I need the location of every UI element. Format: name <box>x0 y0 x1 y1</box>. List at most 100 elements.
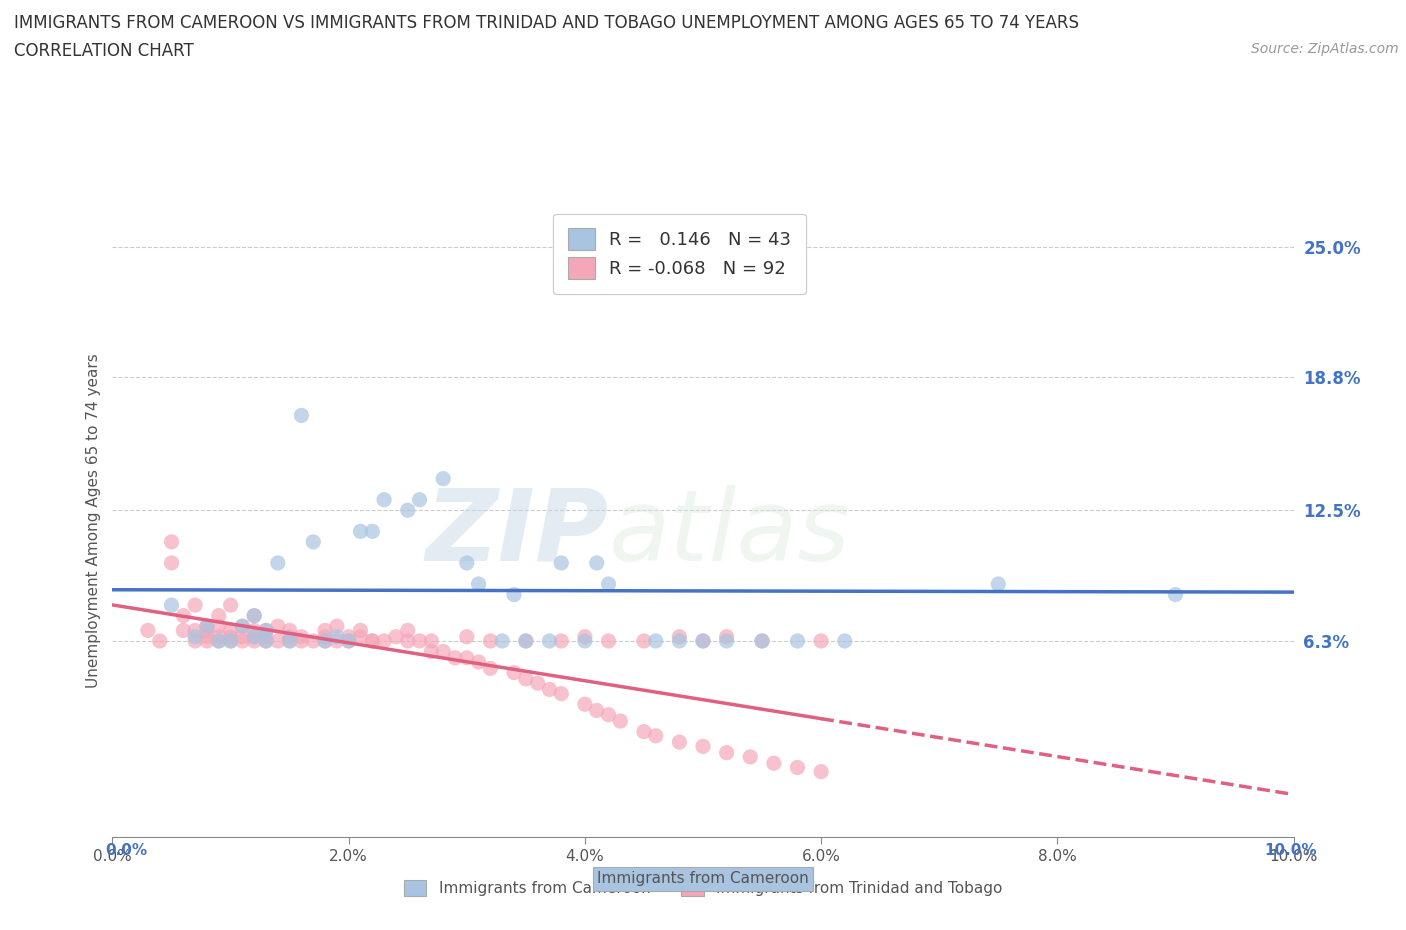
Point <box>278 633 301 648</box>
Point <box>515 671 537 686</box>
Point <box>740 750 762 764</box>
Point <box>585 703 607 718</box>
Point <box>668 735 690 750</box>
Point <box>278 633 301 648</box>
Point <box>621 271 644 286</box>
Point <box>243 630 266 644</box>
Point <box>834 633 856 648</box>
Point <box>644 728 666 743</box>
Point <box>267 618 290 633</box>
Point <box>456 555 478 570</box>
Point <box>184 598 207 613</box>
Point <box>692 739 714 754</box>
Point <box>609 713 631 728</box>
Point <box>267 555 290 570</box>
Point <box>1164 587 1187 602</box>
Point <box>716 745 738 760</box>
Point <box>456 630 478 644</box>
Point <box>385 630 408 644</box>
Point <box>302 535 325 550</box>
Point <box>337 633 360 648</box>
Point <box>503 665 526 680</box>
Point <box>326 618 349 633</box>
Point <box>396 633 419 648</box>
Point <box>479 633 502 648</box>
Point <box>195 630 218 644</box>
Point <box>337 633 360 648</box>
Point <box>810 633 832 648</box>
Point <box>786 760 808 775</box>
Point <box>160 598 183 613</box>
Point <box>290 630 312 644</box>
Point <box>538 633 561 648</box>
Point <box>692 633 714 648</box>
Point <box>762 756 785 771</box>
Point <box>716 633 738 648</box>
Point <box>515 633 537 648</box>
Point <box>314 623 336 638</box>
Y-axis label: Unemployment Among Ages 65 to 74 years: Unemployment Among Ages 65 to 74 years <box>86 353 101 688</box>
Point <box>160 555 183 570</box>
Point <box>337 630 360 644</box>
Point <box>172 623 194 638</box>
Point <box>361 633 384 648</box>
Point <box>231 630 253 644</box>
Point <box>503 587 526 602</box>
Point <box>160 535 183 550</box>
Point <box>290 633 312 648</box>
Point <box>538 682 561 697</box>
Point <box>254 623 277 638</box>
Point <box>692 633 714 648</box>
Point <box>373 633 395 648</box>
Point <box>195 618 218 633</box>
Text: CORRELATION CHART: CORRELATION CHART <box>14 42 194 60</box>
Point <box>491 633 513 648</box>
Point <box>278 630 301 644</box>
Point <box>420 633 443 648</box>
Point <box>479 661 502 676</box>
Legend: Immigrants from Cameroon, Immigrants from Trinidad and Tobago: Immigrants from Cameroon, Immigrants fro… <box>404 880 1002 897</box>
Point <box>243 630 266 644</box>
Point <box>243 608 266 623</box>
Point <box>361 633 384 648</box>
Point <box>208 633 231 648</box>
Point <box>585 555 607 570</box>
Point <box>349 630 371 644</box>
Point <box>408 492 430 507</box>
Point <box>208 608 231 623</box>
Text: IMMIGRANTS FROM CAMEROON VS IMMIGRANTS FROM TRINIDAD AND TOBAGO UNEMPLOYMENT AMO: IMMIGRANTS FROM CAMEROON VS IMMIGRANTS F… <box>14 14 1078 32</box>
Point <box>456 650 478 665</box>
Point <box>467 577 489 591</box>
Point <box>598 633 620 648</box>
Point <box>208 630 231 644</box>
Point <box>314 633 336 648</box>
Point <box>208 633 231 648</box>
Point <box>420 644 443 659</box>
Point <box>432 644 454 659</box>
Point <box>550 686 572 701</box>
Point <box>373 492 395 507</box>
Point <box>574 633 596 648</box>
Point <box>278 623 301 638</box>
Point <box>408 633 430 648</box>
Point <box>231 618 253 633</box>
Text: atlas: atlas <box>609 485 851 582</box>
Point <box>396 623 419 638</box>
Point <box>810 764 832 779</box>
Point <box>987 577 1010 591</box>
Point <box>515 633 537 648</box>
Point <box>290 408 312 423</box>
Point <box>467 655 489 670</box>
Point <box>254 623 277 638</box>
Point <box>314 630 336 644</box>
Text: Immigrants from Cameroon: Immigrants from Cameroon <box>598 871 808 886</box>
Point <box>716 630 738 644</box>
Point <box>598 708 620 723</box>
Point <box>314 633 336 648</box>
Point <box>432 472 454 486</box>
Point <box>349 623 371 638</box>
Point <box>444 650 467 665</box>
Point <box>136 623 159 638</box>
Point <box>326 633 349 648</box>
Point <box>574 697 596 711</box>
